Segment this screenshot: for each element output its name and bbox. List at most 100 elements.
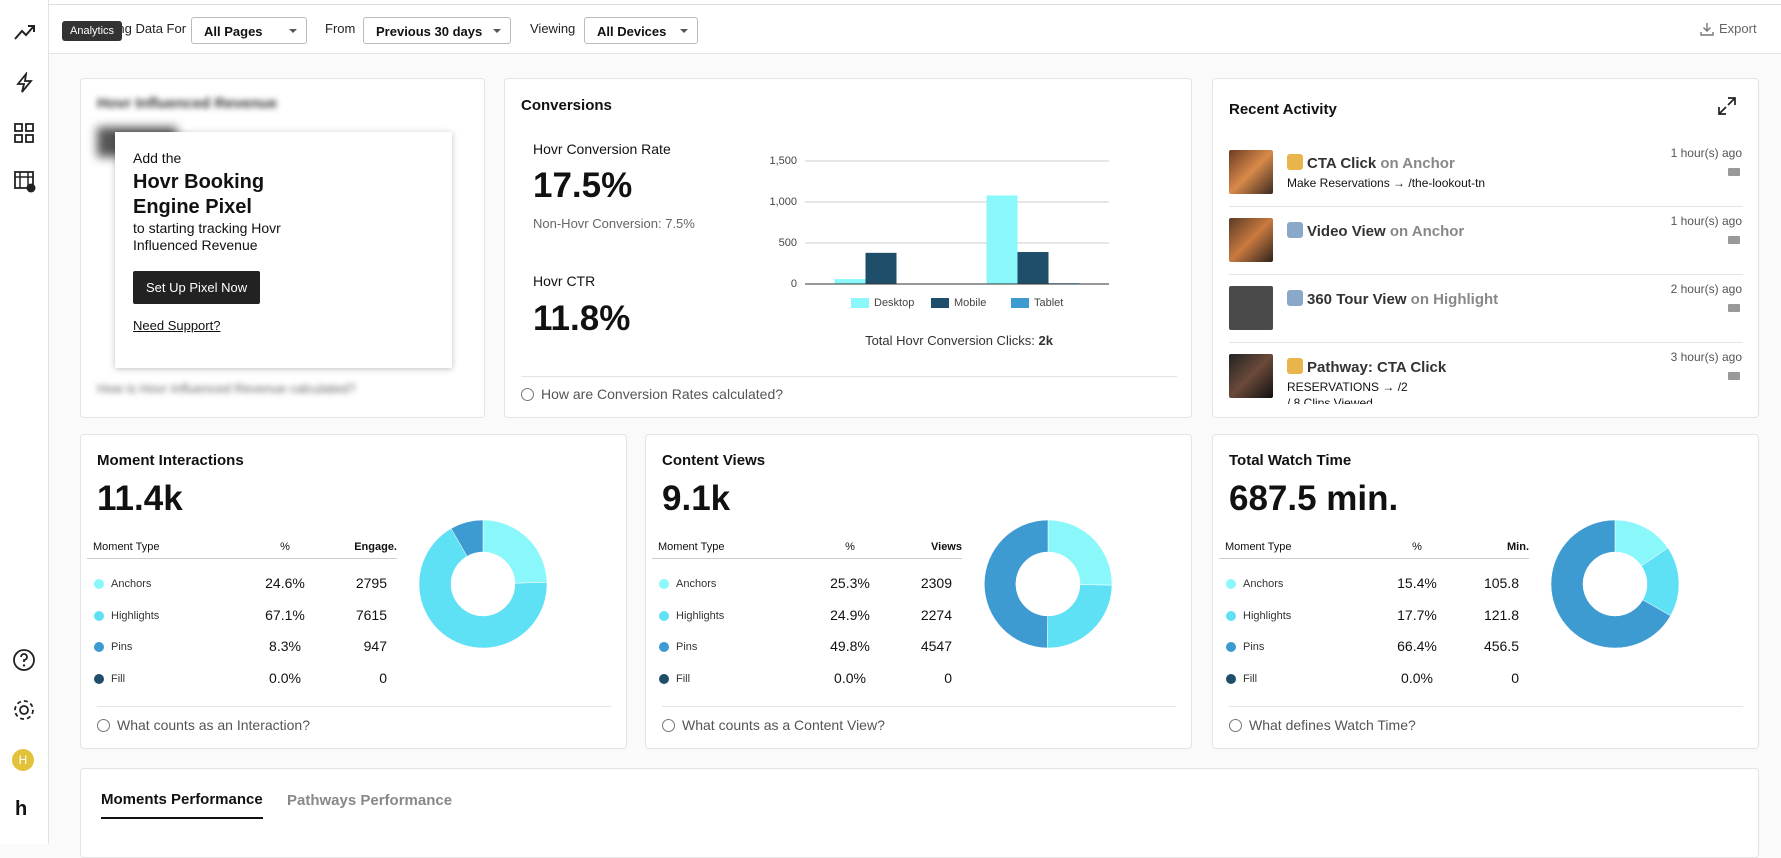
performance-card: Moments Performance Pathways Performance: [80, 768, 1759, 858]
device-select[interactable]: All Devices: [584, 17, 698, 44]
event-name: 360 Tour View: [1307, 291, 1407, 308]
nav-activity[interactable]: [13, 72, 37, 94]
tooltip: Analytics: [62, 21, 123, 41]
table-row: Pins 8.3% 947: [87, 637, 387, 657]
moment-count: 7615: [355, 606, 387, 623]
moment-count: 2795: [355, 575, 387, 591]
bar: [1017, 252, 1049, 284]
moment-count: 105.8: [1483, 575, 1519, 591]
tab-active[interactable]: Moments Performance: [101, 791, 263, 819]
metric-label: Hovr CTR: [533, 273, 596, 289]
nav-analytics[interactable]: [13, 22, 37, 44]
info-link[interactable]: How are Conversion Rates calculated?: [521, 386, 783, 402]
total-value: 2k: [1038, 333, 1053, 348]
moment-count: 947: [363, 638, 387, 654]
export-icon: [1700, 23, 1714, 36]
logo[interactable]: h: [15, 798, 28, 820]
expand-icon[interactable]: [1717, 96, 1737, 116]
info-icon: [1229, 719, 1242, 732]
legend-dot: [94, 642, 104, 652]
blurred-title: Hovr Influenced Revenue: [97, 95, 278, 112]
range-select[interactable]: Previous 30 days: [363, 17, 511, 44]
info-link[interactable]: What defines Watch Time?: [1229, 717, 1416, 733]
filter-label: From: [325, 21, 356, 36]
info-link[interactable]: What counts as an Interaction?: [97, 717, 310, 733]
metric-total: 11.4k: [97, 479, 183, 518]
event-icon: [1287, 222, 1303, 238]
table-rule: [1219, 558, 1529, 559]
info-text: What defines Watch Time?: [1249, 717, 1416, 733]
moment-type: Fill: [111, 672, 126, 685]
event-source: on Highlight: [1410, 291, 1499, 308]
divider: [1229, 274, 1743, 275]
event-icon: [1287, 290, 1303, 306]
avatar[interactable]: H: [12, 749, 34, 771]
moment-count: 0: [944, 669, 952, 686]
moment-percent: 0.0%: [269, 669, 301, 686]
moment-table: Moment Type% Min. Anchors 15.4% 105.8 Highlig…: [1219, 539, 1529, 689]
moment-percent: 25.3%: [830, 575, 870, 591]
y-tick-label: 1,500: [769, 155, 797, 167]
device-icon: [1728, 168, 1740, 176]
moment-type: Highlights: [676, 609, 725, 622]
moment-type: Pins: [1243, 641, 1265, 653]
y-tick-label: 1,000: [769, 196, 797, 208]
table-header: Views: [931, 541, 962, 553]
info-link[interactable]: What counts as a Content View?: [662, 717, 885, 733]
nav-moments[interactable]: [13, 122, 37, 144]
thumbnail: [1229, 150, 1273, 194]
export-button[interactable]: Export: [1719, 21, 1757, 36]
table-row: Anchors 24.6% 2795: [87, 574, 387, 594]
metric-label: Hovr Conversion Rate: [533, 141, 671, 157]
bar: [865, 252, 897, 284]
table-rule: [652, 558, 962, 559]
legend-dot: [659, 673, 669, 684]
support-link[interactable]: Need Support?: [133, 318, 221, 333]
prompt-intro: Add the: [133, 150, 182, 166]
divider: [1229, 706, 1743, 707]
table-row: Highlights 24.9% 2274: [652, 606, 952, 626]
card-title: Recent Activity: [1229, 101, 1337, 118]
divider: [97, 706, 611, 707]
metric-note: Non-Hovr Conversion: 7.5%: [533, 216, 695, 231]
conversions-card: Conversions Hovr Conversion Rate 17.5% N…: [504, 78, 1192, 418]
activity-card: Recent Activity CTA Click on Anchor Make …: [1212, 78, 1759, 418]
setup-button[interactable]: Set Up Pixel Now: [133, 271, 261, 304]
nav-settings[interactable]: [12, 698, 36, 722]
activity-title: Pathway: CTA Click: [1287, 358, 1446, 376]
table-row: Pins 66.4% 456.5: [1219, 637, 1519, 657]
table-row: Fill 0.0% 0: [87, 669, 387, 689]
legend-dot: [94, 673, 104, 684]
metric-total: 687.5 min.: [1229, 479, 1399, 518]
table-row: Fill 0.0% 0: [652, 669, 952, 689]
moment-count: 4547: [920, 638, 952, 654]
metric-total: 9.1k: [662, 479, 731, 518]
card-title: Content Views: [662, 452, 766, 469]
info-text: What counts as a Content View?: [682, 717, 885, 733]
event-name: Pathway: CTA Click: [1307, 359, 1447, 376]
activity-detail: Make Reservations → /the-lookout-tn: [1287, 176, 1486, 190]
y-tick-label: 500: [779, 237, 797, 249]
legend-swatch: [1011, 298, 1029, 308]
table-row: Fill 0.0% 0: [1219, 669, 1519, 689]
divider: [1229, 342, 1743, 343]
activity-title: CTA Click on Anchor: [1287, 154, 1455, 172]
moment-percent: 0.0%: [834, 669, 866, 686]
nav-help[interactable]: [12, 648, 36, 672]
pages-select[interactable]: All Pages: [191, 17, 307, 44]
device-icon: [1728, 372, 1740, 380]
pie-slice: [984, 519, 1049, 649]
nav-media[interactable]: [13, 170, 37, 194]
legend-dot: [659, 579, 669, 589]
bar-chart: 0 500 1,000 1,500 Desktop Mobile Tablet: [769, 155, 1109, 309]
metric-value: 17.5%: [533, 166, 633, 205]
metric-card: Total Watch Time 687.5 min. Moment Type% Mi…: [1212, 434, 1759, 749]
pie-slice: [1550, 519, 1671, 649]
moment-percent: 17.7%: [1397, 606, 1437, 623]
activity-item: Pathway: CTA Click RESERVATIONS → /2 / 8 C…: [1213, 347, 1758, 404]
table-header: %: [280, 541, 290, 553]
event-source: on Anchor: [1380, 155, 1455, 172]
legend-dot: [659, 642, 669, 652]
tab[interactable]: Pathways Performance: [287, 792, 453, 809]
